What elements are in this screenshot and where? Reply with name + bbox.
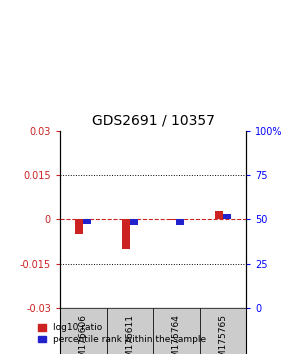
Bar bbox=[60, 308, 106, 354]
Text: GSM175764: GSM175764 bbox=[172, 314, 181, 354]
Bar bbox=[130, 219, 138, 225]
Title: GDS2691 / 10357: GDS2691 / 10357 bbox=[92, 113, 214, 127]
Legend: log10 ratio, percentile rank within the sample: log10 ratio, percentile rank within the … bbox=[34, 320, 210, 348]
Bar bbox=[83, 219, 92, 224]
Text: GSM176611: GSM176611 bbox=[125, 314, 134, 354]
Bar bbox=[176, 219, 184, 225]
Bar bbox=[75, 219, 83, 234]
Bar bbox=[200, 308, 246, 354]
Bar bbox=[122, 219, 130, 249]
Bar bbox=[106, 308, 153, 354]
Bar bbox=[168, 219, 176, 220]
Text: GSM176606: GSM176606 bbox=[79, 314, 88, 354]
Bar bbox=[153, 308, 200, 354]
Bar bbox=[214, 211, 223, 219]
Text: GSM175765: GSM175765 bbox=[218, 314, 227, 354]
Bar bbox=[223, 213, 231, 219]
